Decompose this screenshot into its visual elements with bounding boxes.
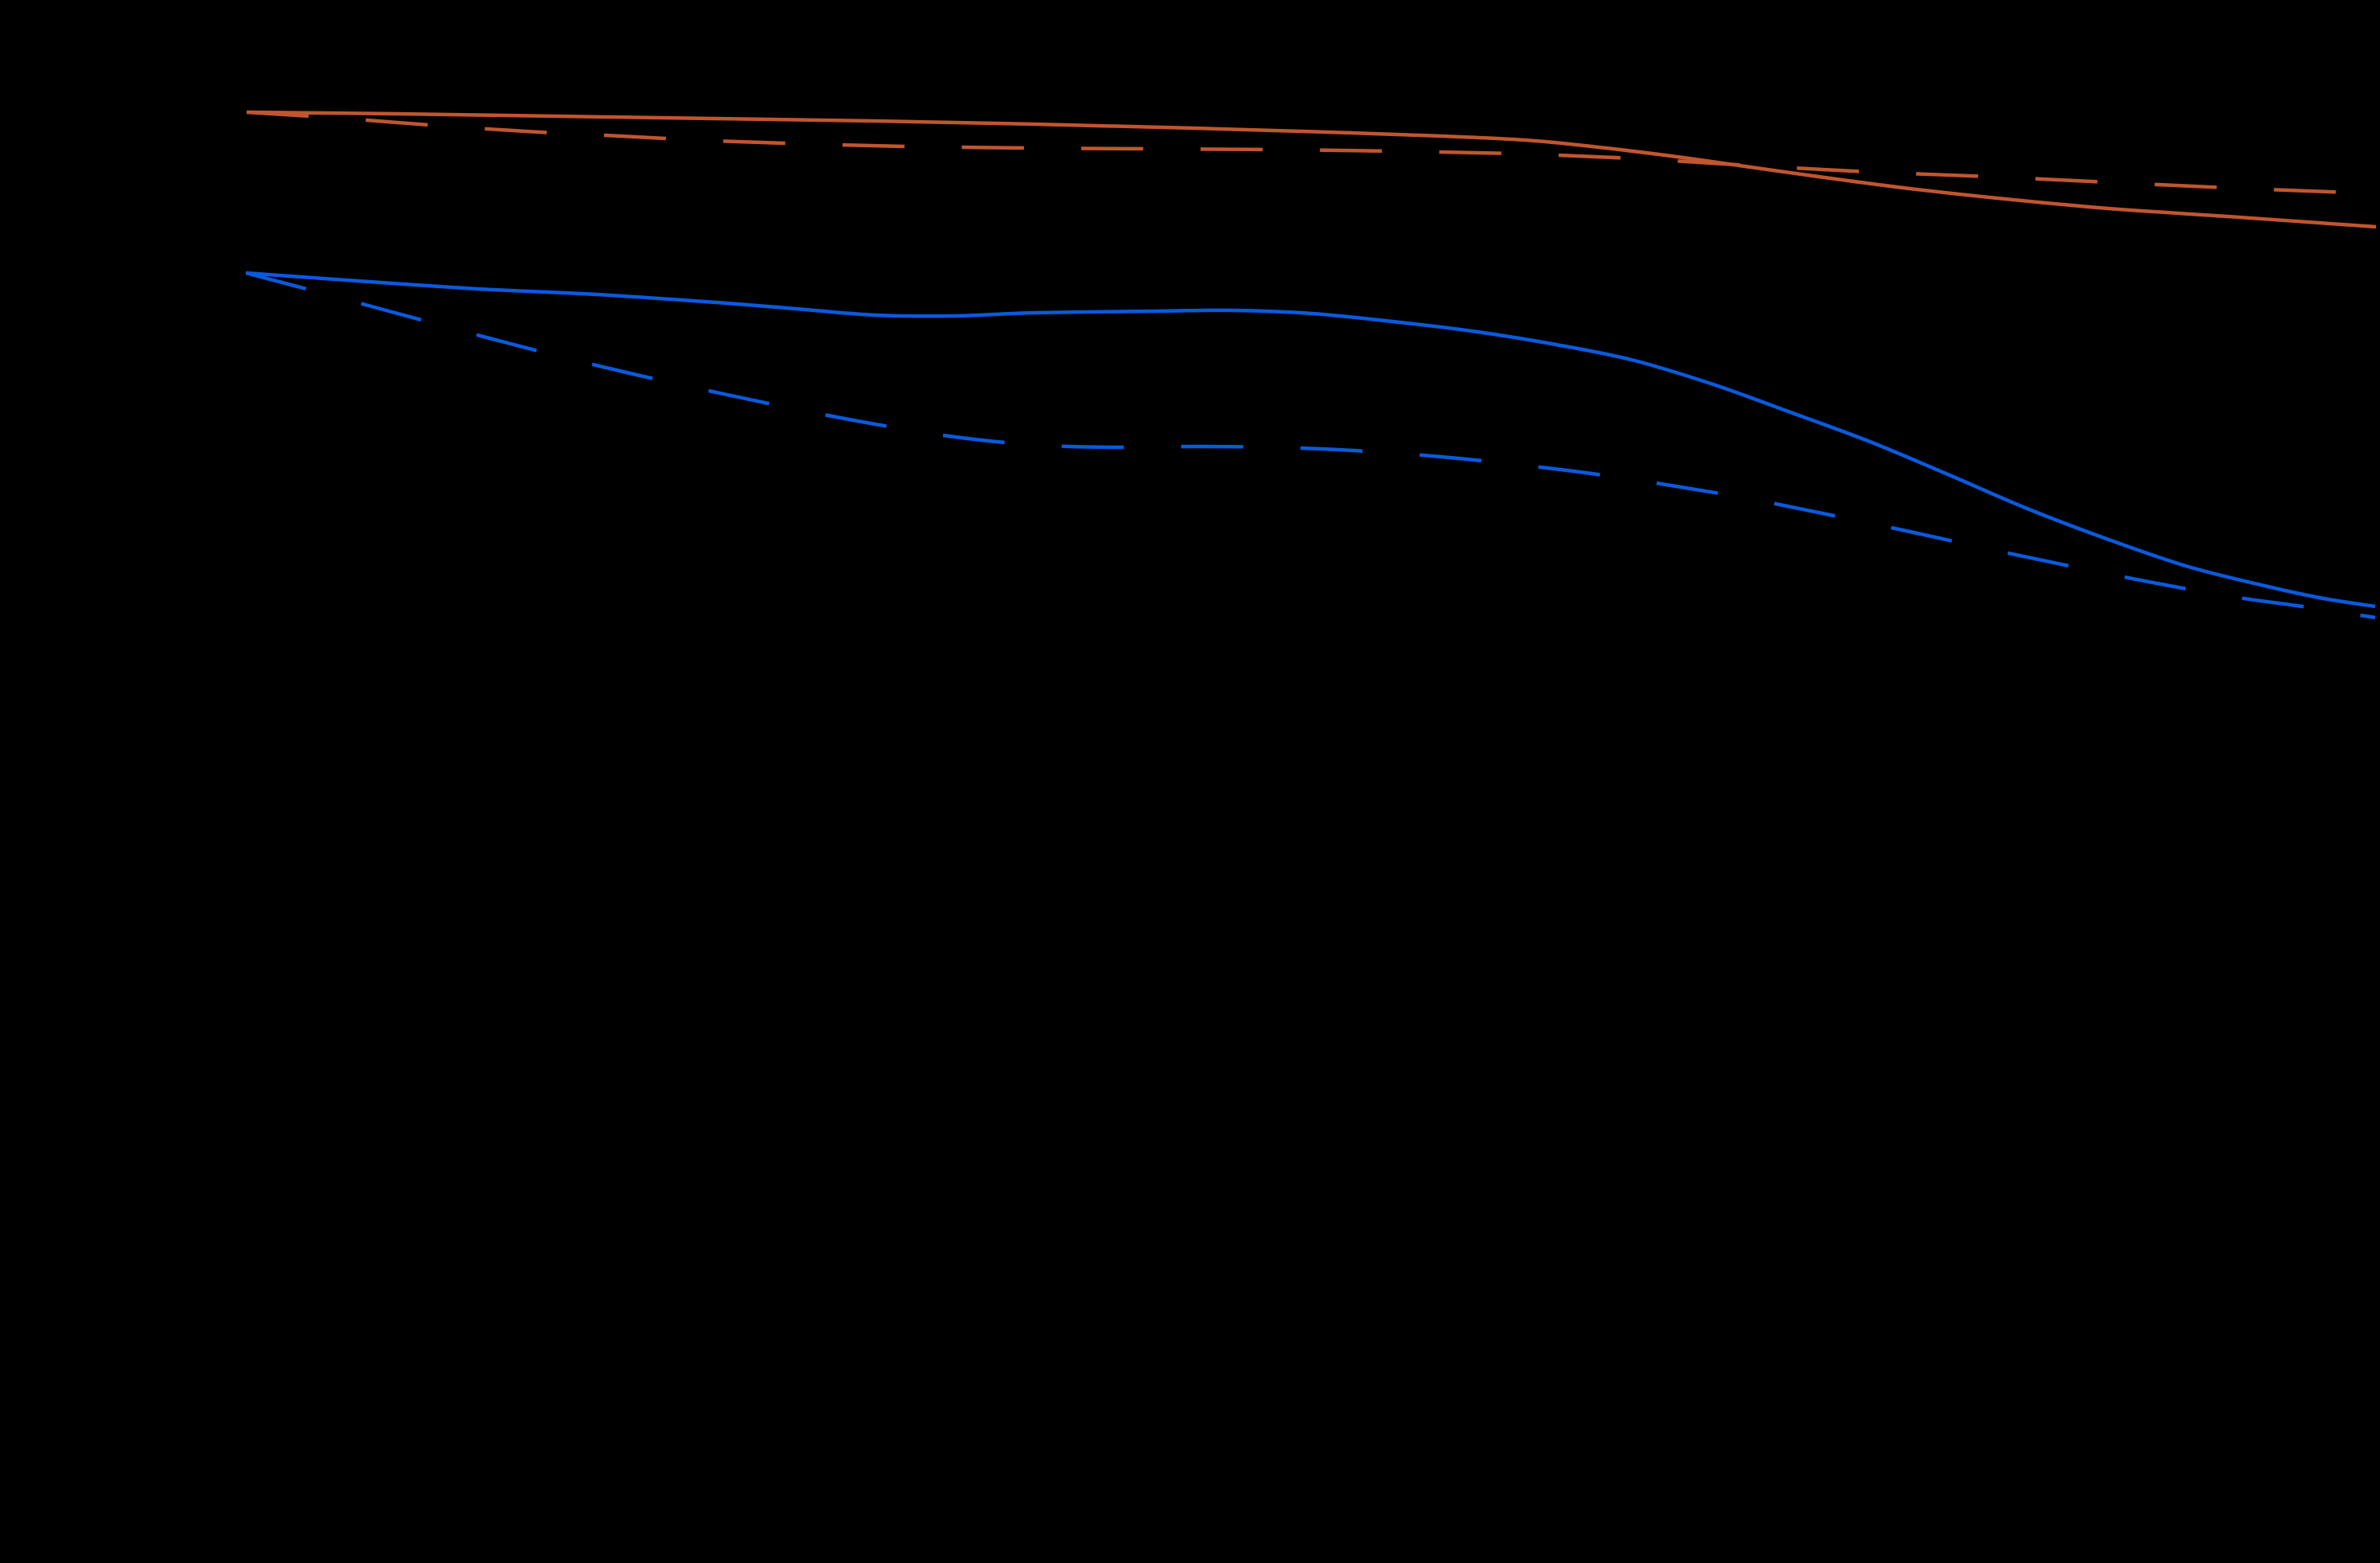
blue-dashed-line xyxy=(245,271,2376,620)
orange-dashed-line xyxy=(246,110,2377,196)
chart-series-group xyxy=(245,110,2377,620)
orange-solid-line xyxy=(246,110,2377,229)
blue-solid-line xyxy=(245,271,2376,609)
